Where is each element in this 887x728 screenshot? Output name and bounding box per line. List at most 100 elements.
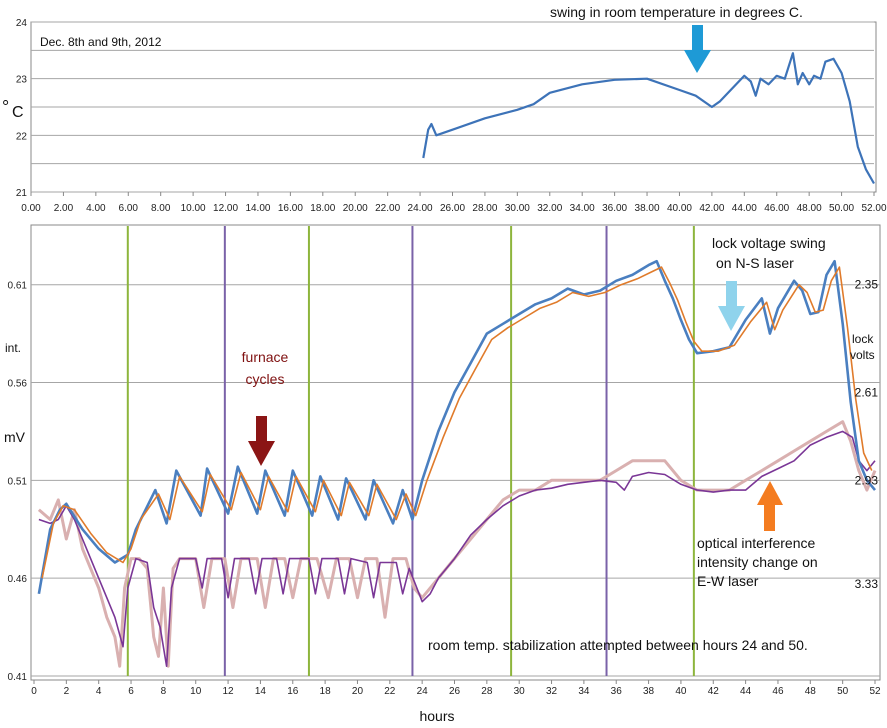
temperature-gridlines: [31, 21, 874, 193]
intensity-y-axis-label: mV: [4, 429, 26, 445]
intensity-x-tick-label: 4: [96, 686, 102, 697]
intensity-y-tick-label: 0.41: [8, 672, 28, 683]
intensity-x-tick-label: 8: [161, 686, 167, 697]
temperature-x-tick-label: 14.00: [245, 203, 270, 214]
interference-label-3: E-W laser: [697, 573, 759, 589]
temperature-chart-title: Dec. 8th and 9th, 2012: [40, 35, 162, 49]
intensity-x-tick-label: 10: [190, 686, 202, 697]
furnace-cycles-label-1: furnace: [242, 349, 289, 365]
intensity-x-axis-label: hours: [419, 708, 454, 724]
temperature-y-tick-label: 21: [16, 188, 28, 199]
temperature-x-tick-label: 42.00: [699, 203, 724, 214]
temperature-x-tick-label: 22.00: [375, 203, 400, 214]
temperature-y-ticks: 21 22 23 24: [16, 18, 28, 199]
lock-voltage-label-2: on N-S laser: [716, 255, 794, 271]
intensity-series-group: [37, 259, 877, 668]
intensity-x-tick-label: 42: [708, 686, 720, 697]
orange-up-arrow-icon: [757, 481, 783, 531]
intensity-y-ticks: 0.41 0.46 0.51 0.56 0.61: [8, 281, 28, 683]
lock-volts-tick-label: 2.93: [855, 473, 879, 487]
temperature-annotation: swing in room temperature in degrees C.: [550, 4, 803, 20]
intensity-y-tick-label: 0.51: [8, 476, 28, 487]
furnace-cycles-label-2: cycles: [246, 371, 285, 387]
intensity-x-tick-label: 20: [352, 686, 364, 697]
lock-volts-label-1: lock: [852, 332, 874, 346]
lock-voltage-orange-series: [41, 266, 873, 579]
temperature-x-tick-label: 48.00: [797, 203, 822, 214]
temperature-x-tick-label: 16.00: [278, 203, 303, 214]
temperature-x-tick-label: 36.00: [602, 203, 627, 214]
intensity-x-tick-label: 26: [449, 686, 461, 697]
temperature-x-tick-label: 32.00: [537, 203, 562, 214]
intensity-x-tick-label: 14: [255, 686, 267, 697]
lock-volts-tick-label: 2.61: [855, 385, 879, 399]
temperature-y-axis-label-c: C: [12, 104, 24, 121]
intensity-x-tick-label: 50: [837, 686, 849, 697]
intensity-x-ticks: 0 2 4 6 8 10 12 14 16 18 20 22 24 26 28 30 32 34 36 38 40 42 4…: [31, 680, 881, 697]
intensity-x-tick-label: 48: [805, 686, 817, 697]
temperature-x-ticks: 0.00 2.00 4.00 6.00 8.00 10.00 12.00 14.00 16.00…: [21, 192, 887, 214]
intensity-x-tick-label: 6: [128, 686, 134, 697]
temperature-x-tick-label: 8.00: [151, 203, 171, 214]
temperature-x-tick-label: 38.00: [635, 203, 660, 214]
lock-volts-tick-label: 2.35: [855, 278, 879, 292]
blue-down-arrow-icon: [684, 25, 711, 73]
temperature-x-tick-label: 46.00: [764, 203, 789, 214]
temperature-x-tick-label: 18.00: [310, 203, 335, 214]
intensity-x-tick-label: 40: [675, 686, 687, 697]
intensity-y-tick-label: 0.56: [8, 379, 28, 390]
temperature-x-tick-label: 4.00: [86, 203, 106, 214]
temperature-x-tick-label: 24.00: [408, 203, 433, 214]
temperature-y-tick-label: 22: [16, 131, 28, 142]
intensity-x-tick-label: 32: [546, 686, 558, 697]
intensity-x-tick-label: 52: [869, 686, 881, 697]
intensity-gridlines: [31, 284, 880, 677]
temperature-x-tick-label: 40.00: [667, 203, 692, 214]
temperature-chart: 21 22 23 24 0.00 2.00 4.00 6.00 8.00 10.00 12.00 1…: [2, 4, 887, 214]
temperature-x-tick-label: 6.00: [119, 203, 139, 214]
intensity-x-tick-label: 12: [223, 686, 235, 697]
intensity-y-prefix: int.: [5, 341, 21, 355]
temperature-x-tick-label: 0.00: [21, 203, 41, 214]
temperature-x-tick-label: 28.00: [472, 203, 497, 214]
temperature-y-axis-label: °: [2, 97, 9, 117]
intensity-y-tick-label: 0.61: [8, 281, 28, 292]
temperature-x-tick-label: 34.00: [570, 203, 595, 214]
temperature-y-tick-label: 23: [16, 75, 28, 86]
intensity-smoothed-series: [38, 430, 876, 667]
temperature-x-tick-label: 12.00: [213, 203, 238, 214]
temperature-x-tick-label: 50.00: [829, 203, 854, 214]
intensity-chart: 0.410.460.510.560.61 0 2 4 6 8 10 12 14 16 18 20 22…: [4, 224, 881, 724]
temperature-series-line: [422, 52, 875, 185]
intensity-x-tick-label: 46: [772, 686, 784, 697]
lock-voltage-label-1: lock voltage swing: [712, 235, 826, 251]
intensity-x-tick-label: 0: [31, 686, 37, 697]
intensity-x-tick-label: 36: [611, 686, 623, 697]
temperature-y-tick-label: 24: [16, 18, 28, 29]
lock-volts-right-ticks: 2.35 2.61 2.93 3.33: [855, 278, 879, 591]
intensity-x-tick-label: 30: [514, 686, 526, 697]
light-blue-down-arrow-icon: [718, 281, 745, 331]
intensity-x-tick-label: 34: [578, 686, 590, 697]
interference-label-1: optical interference: [697, 535, 816, 551]
intensity-x-tick-label: 22: [384, 686, 396, 697]
temperature-x-tick-label: 30.00: [505, 203, 530, 214]
temperature-x-tick-label: 44.00: [732, 203, 757, 214]
intensity-x-tick-label: 28: [481, 686, 493, 697]
lock-volts-label-2: volts: [850, 348, 875, 362]
intensity-x-tick-label: 16: [287, 686, 299, 697]
dark-red-down-arrow-icon: [248, 416, 275, 466]
temperature-x-tick-label: 2.00: [54, 203, 74, 214]
temperature-x-tick-label: 10.00: [181, 203, 206, 214]
stabilization-note: room temp. stabilization attempted betwe…: [428, 637, 808, 653]
lock-voltage-blue-series: [37, 259, 877, 595]
temperature-x-tick-label: 52.00: [861, 203, 886, 214]
lock-volts-tick-label: 3.33: [855, 577, 879, 591]
intensity-x-tick-label: 18: [320, 686, 332, 697]
interference-label-2: intensity change on: [697, 554, 818, 570]
intensity-y-tick-label: 0.46: [8, 574, 28, 585]
intensity-x-tick-label: 44: [740, 686, 752, 697]
furnace-cycle-markers: [126, 226, 695, 676]
intensity-raw-series: [37, 420, 877, 668]
intensity-x-tick-label: 2: [64, 686, 70, 697]
